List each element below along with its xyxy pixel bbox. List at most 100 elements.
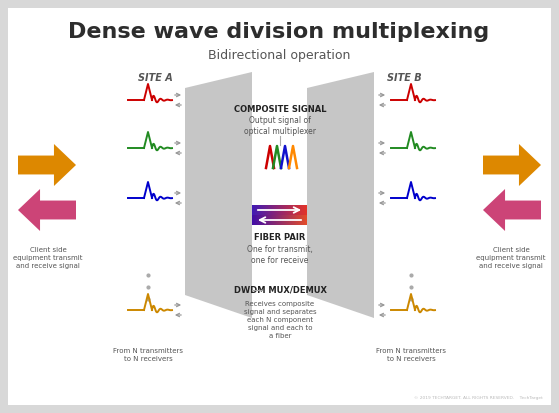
Bar [269, 205, 270, 215]
Bar [260, 205, 261, 215]
Bar [277, 215, 278, 225]
Bar [267, 205, 268, 215]
Bar [252, 205, 253, 215]
Bar [280, 215, 281, 225]
Bar [303, 215, 304, 225]
Bar [260, 215, 261, 225]
Text: Client side
equipment transmit
and receive signal: Client side equipment transmit and recei… [476, 247, 546, 269]
Text: Output signal of
optical multiplexer: Output signal of optical multiplexer [244, 116, 316, 136]
Bar [275, 205, 276, 215]
Bar [274, 215, 275, 225]
Bar [301, 205, 302, 215]
Bar [264, 215, 265, 225]
Bar [290, 215, 291, 225]
Bar [286, 215, 287, 225]
Text: FIBER PAIR: FIBER PAIR [254, 233, 306, 242]
Bar [253, 205, 254, 215]
Bar [277, 205, 278, 215]
Bar [254, 205, 255, 215]
Polygon shape [18, 144, 76, 186]
Bar [278, 205, 279, 215]
Bar [259, 215, 260, 225]
Bar [256, 215, 257, 225]
Bar [294, 205, 295, 215]
Text: One for transmit,
one for receive: One for transmit, one for receive [247, 244, 313, 266]
Bar [265, 215, 266, 225]
Bar [261, 215, 262, 225]
Text: From N transmitters
to N receivers: From N transmitters to N receivers [376, 348, 446, 362]
FancyBboxPatch shape [8, 8, 551, 405]
Text: COMPOSITE SIGNAL: COMPOSITE SIGNAL [234, 105, 326, 114]
Bar [300, 205, 301, 215]
Bar [265, 205, 266, 215]
Text: SITE B: SITE B [387, 73, 421, 83]
Bar [278, 215, 279, 225]
Bar [262, 215, 263, 225]
Polygon shape [18, 189, 76, 231]
Bar [304, 205, 305, 215]
Bar [302, 205, 303, 215]
Text: © 2019 TECHTARGET. ALL RIGHTS RESERVED.    TechTarget: © 2019 TECHTARGET. ALL RIGHTS RESERVED. … [414, 396, 543, 400]
Bar [270, 205, 271, 215]
Text: Client side
equipment transmit
and receive signal: Client side equipment transmit and recei… [13, 247, 83, 269]
Bar [281, 215, 282, 225]
Text: From N transmitters
to N receivers: From N transmitters to N receivers [113, 348, 183, 362]
Bar [290, 205, 291, 215]
Bar [299, 205, 300, 215]
Text: Bidirectional operation: Bidirectional operation [208, 48, 350, 62]
Bar [274, 205, 275, 215]
Bar [289, 205, 290, 215]
Bar [300, 215, 301, 225]
Bar [262, 205, 263, 215]
Text: SITE A: SITE A [138, 73, 172, 83]
Polygon shape [483, 189, 541, 231]
Bar [306, 215, 307, 225]
Bar [268, 205, 269, 215]
Bar [299, 215, 300, 225]
Bar [287, 205, 288, 215]
Bar [285, 215, 286, 225]
Bar [264, 205, 265, 215]
Bar [266, 215, 267, 225]
Bar [272, 205, 273, 215]
Bar [298, 205, 299, 215]
Bar [291, 215, 292, 225]
Bar [255, 215, 256, 225]
Bar [266, 205, 267, 215]
Text: DWDM MUX/DEMUX: DWDM MUX/DEMUX [234, 285, 326, 294]
Bar [271, 215, 272, 225]
Bar [273, 215, 274, 225]
Bar [305, 205, 306, 215]
Bar [301, 215, 302, 225]
Bar [305, 215, 306, 225]
Bar [279, 215, 280, 225]
Bar [285, 205, 286, 215]
Bar [272, 215, 273, 225]
Bar [275, 215, 276, 225]
Bar [288, 215, 289, 225]
Bar [283, 215, 284, 225]
Bar [261, 205, 262, 215]
Bar [284, 215, 285, 225]
Text: Dense wave division multiplexing: Dense wave division multiplexing [68, 22, 490, 42]
Bar [281, 205, 282, 215]
Bar [297, 215, 298, 225]
Bar [252, 215, 253, 225]
Bar [303, 205, 304, 215]
Bar [271, 205, 272, 215]
Bar [289, 215, 290, 225]
Bar [291, 205, 292, 215]
Polygon shape [307, 72, 374, 318]
Bar [294, 215, 295, 225]
Bar [256, 205, 257, 215]
Bar [306, 205, 307, 215]
Bar [276, 215, 277, 225]
Bar [257, 215, 258, 225]
Bar [296, 205, 297, 215]
Bar [268, 215, 269, 225]
Bar [254, 215, 255, 225]
Bar [273, 205, 274, 215]
Bar [292, 205, 293, 215]
Bar [280, 205, 281, 215]
Text: Receives composite
signal and separates
each N component
signal and each to
a fi: Receives composite signal and separates … [244, 301, 316, 339]
